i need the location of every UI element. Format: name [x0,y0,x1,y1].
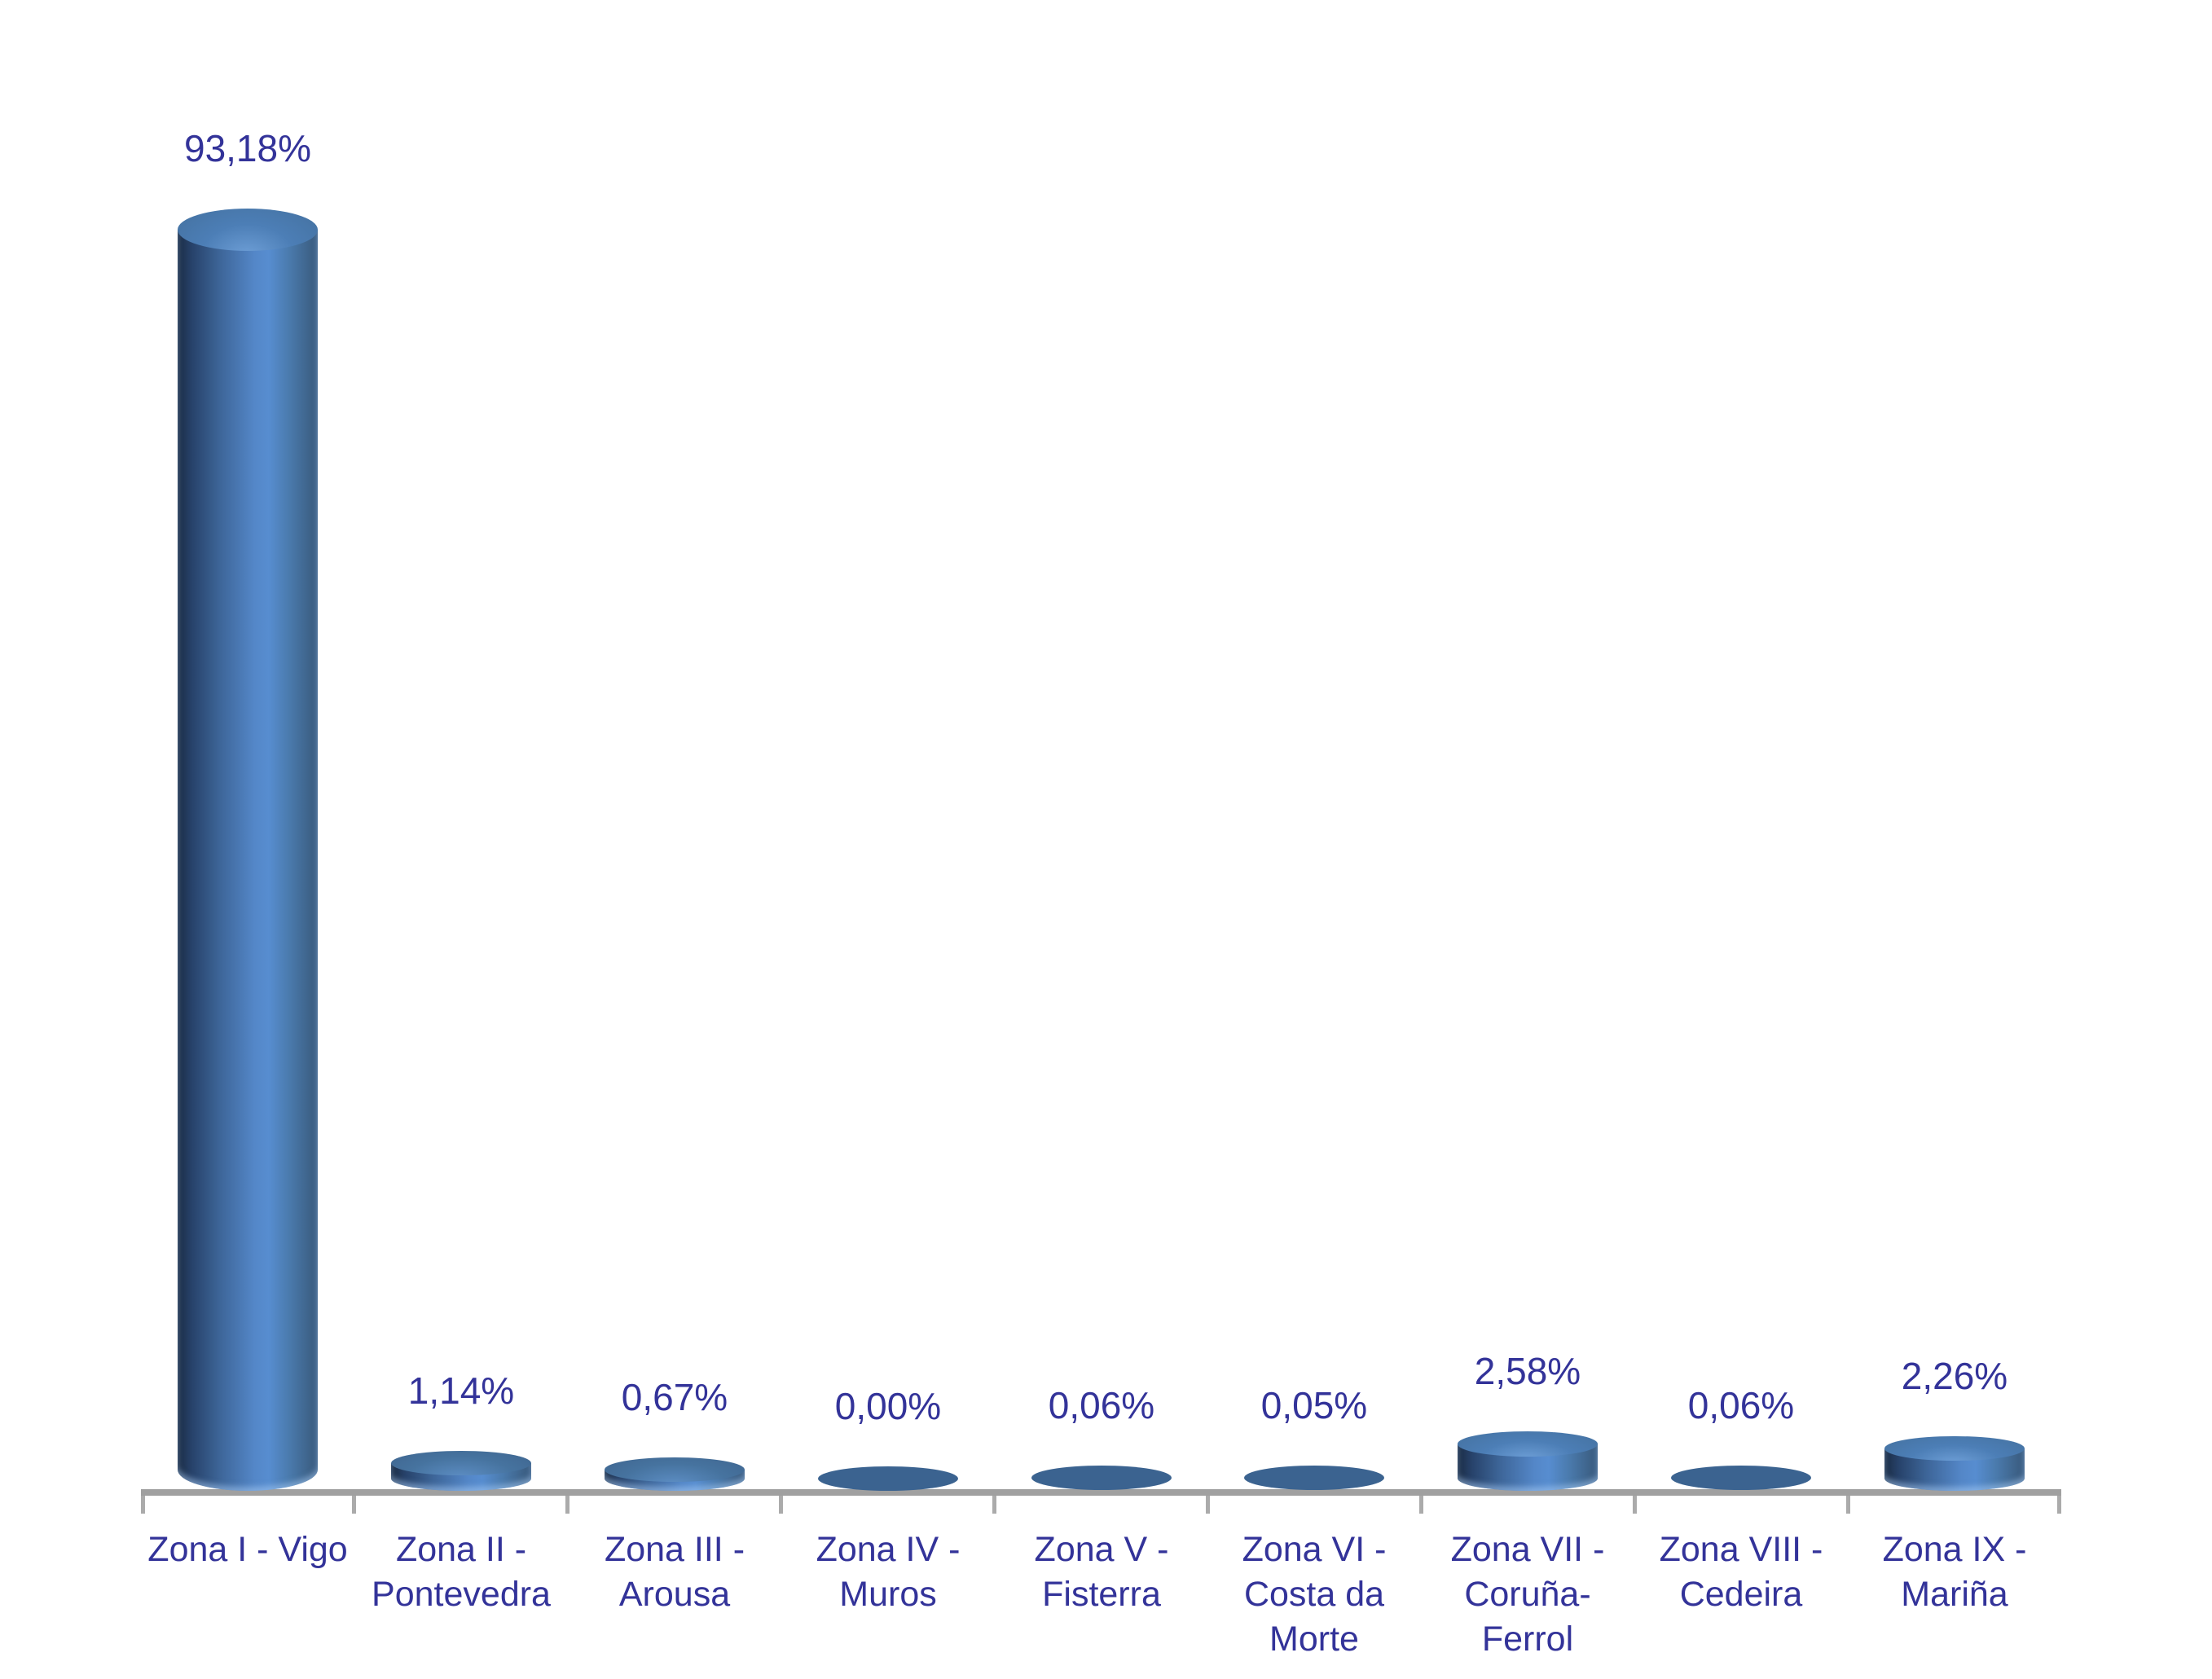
bar-cylinder-top [1244,1466,1384,1491]
category-label: Zona IV - Muros [816,1530,961,1614]
value-label: 0,67% [621,1376,728,1418]
x-axis-tick [1419,1496,1423,1514]
x-axis-tick [2057,1496,2061,1514]
value-label: 2,58% [1474,1350,1581,1392]
category-label: Zona VIII - Cedeira [1659,1530,1823,1614]
category-label: Zona I - Vigo [147,1530,348,1569]
x-axis-tick [992,1496,996,1514]
x-axis-tick [1846,1496,1850,1514]
bar-cylinder-top [818,1466,958,1491]
x-axis-tick [1206,1496,1210,1514]
value-label: 0,00% [834,1385,942,1427]
category-label: Zona III - Arousa [604,1530,745,1614]
value-label: 93,18% [183,127,311,169]
x-axis-tick [141,1496,145,1514]
category-label: Zona VII - Coruña- Ferrol [1450,1530,1605,1659]
value-label: 0,05% [1260,1384,1368,1426]
x-axis-tick [352,1496,356,1514]
category-label: Zona IX - Mariña [1882,1530,2027,1614]
bar-cylinder-top [605,1457,745,1483]
bar-cylinder-top [1458,1431,1598,1457]
x-axis-tick [779,1496,783,1514]
bar-cylinder-top [1671,1466,1811,1490]
x-axis-tick [565,1496,569,1514]
category-label: Zona VI - Costa da Morte [1242,1530,1387,1659]
category-label: Zona V - Fisterra [1034,1530,1169,1614]
bar-cylinder-top [1031,1466,1172,1490]
value-label: 0,06% [1048,1384,1155,1426]
x-axis-tick [1633,1496,1637,1514]
bar-cylinder-side [178,230,318,1491]
value-label: 0,06% [1687,1384,1795,1426]
value-label: 2,26% [1901,1355,2008,1397]
bar-cylinder-top [391,1451,531,1476]
x-axis-line [141,1489,2061,1496]
bar-cylinder-top [1884,1435,2025,1461]
value-label: 1,14% [407,1369,515,1412]
bar-cylinder-top [178,209,318,252]
category-label: Zona II - Pontevedra [372,1530,551,1614]
